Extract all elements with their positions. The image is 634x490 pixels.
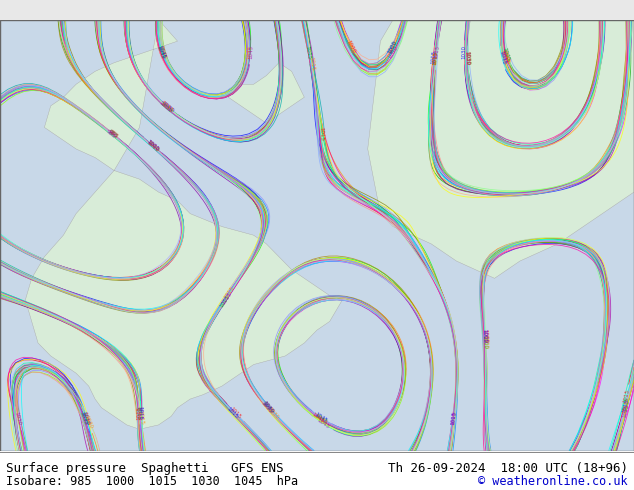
Text: 1015: 1015 <box>136 405 141 420</box>
Text: 1030: 1030 <box>14 411 22 425</box>
Text: © weatheronline.co.uk: © weatheronline.co.uk <box>478 475 628 488</box>
Text: 1030: 1030 <box>462 45 467 59</box>
Polygon shape <box>228 63 304 123</box>
Text: 1015: 1015 <box>432 50 439 65</box>
Text: 1045: 1045 <box>501 47 510 62</box>
Polygon shape <box>368 20 634 278</box>
Text: 1030: 1030 <box>81 411 90 425</box>
Text: 1045: 1045 <box>311 412 325 424</box>
Text: 1015: 1015 <box>318 127 324 141</box>
Text: 1015: 1015 <box>622 396 630 411</box>
Text: 1015: 1015 <box>136 406 141 419</box>
Text: 985: 985 <box>107 129 119 140</box>
Text: 1045: 1045 <box>500 50 508 65</box>
Text: 1030: 1030 <box>464 51 469 65</box>
Text: 1000: 1000 <box>146 139 159 152</box>
Text: 1015: 1015 <box>622 398 630 413</box>
Text: 1045: 1045 <box>157 45 166 60</box>
Text: 985: 985 <box>108 129 119 140</box>
Text: 1030: 1030 <box>464 51 469 65</box>
Text: 1045: 1045 <box>501 50 510 65</box>
Text: 985: 985 <box>105 129 117 140</box>
Text: 1030: 1030 <box>84 415 93 429</box>
Text: 1045: 1045 <box>498 50 506 65</box>
Text: 1045: 1045 <box>248 45 254 59</box>
Text: 1015: 1015 <box>137 406 143 420</box>
Text: 1000: 1000 <box>146 139 160 151</box>
Text: 1045: 1045 <box>314 414 328 426</box>
Text: 1015: 1015 <box>432 51 438 65</box>
Text: 1000: 1000 <box>146 140 159 153</box>
Text: 1015: 1015 <box>223 285 235 300</box>
Text: 1030: 1030 <box>266 406 280 420</box>
Text: 1015: 1015 <box>622 399 630 414</box>
Text: 1015: 1015 <box>622 389 630 404</box>
Text: 1015: 1015 <box>430 50 436 65</box>
Text: 1045: 1045 <box>501 49 510 64</box>
Text: 1000: 1000 <box>344 40 354 54</box>
Text: 1015: 1015 <box>621 404 630 418</box>
Text: 1045: 1045 <box>314 413 328 425</box>
Text: 1015: 1015 <box>308 56 315 71</box>
Text: 1045: 1045 <box>158 45 167 60</box>
Text: 1015: 1015 <box>433 45 440 60</box>
Text: 1030: 1030 <box>79 411 88 425</box>
Text: 1015: 1015 <box>138 411 145 425</box>
Text: 1000: 1000 <box>387 40 398 54</box>
Text: 1000: 1000 <box>346 40 356 54</box>
Text: 1030: 1030 <box>463 50 470 65</box>
Text: 1000: 1000 <box>388 40 399 54</box>
Text: 1030: 1030 <box>80 411 89 425</box>
Text: 1015: 1015 <box>304 45 312 60</box>
Text: 1015: 1015 <box>432 50 438 65</box>
Text: 1030: 1030 <box>158 100 172 113</box>
Polygon shape <box>25 20 342 429</box>
Text: 1030: 1030 <box>261 400 274 414</box>
Text: 1000: 1000 <box>146 140 160 153</box>
Text: 985: 985 <box>107 129 119 140</box>
Text: 1030: 1030 <box>260 400 273 414</box>
Text: 1030: 1030 <box>464 50 470 65</box>
Text: 1000: 1000 <box>146 140 159 153</box>
Text: 1015: 1015 <box>219 294 231 308</box>
Text: Surface pressure  Spaghetti   GFS ENS: Surface pressure Spaghetti GFS ENS <box>6 462 284 475</box>
Text: 985: 985 <box>107 129 118 140</box>
Text: 1045: 1045 <box>316 417 330 430</box>
Text: 1045: 1045 <box>314 412 328 424</box>
Text: 1015: 1015 <box>138 406 143 419</box>
Text: 1015: 1015 <box>451 411 457 425</box>
Text: 1000: 1000 <box>481 335 488 349</box>
Text: 1030: 1030 <box>159 100 173 113</box>
Text: 1045: 1045 <box>156 45 165 60</box>
Text: Th 26-09-2024  18:00 UTC (18+96): Th 26-09-2024 18:00 UTC (18+96) <box>387 462 628 475</box>
Text: 1030: 1030 <box>159 100 172 113</box>
Text: 1000: 1000 <box>482 329 488 343</box>
Text: 1000: 1000 <box>387 45 399 59</box>
Text: 1000: 1000 <box>482 329 488 343</box>
Text: 1030: 1030 <box>262 400 275 414</box>
Text: 1030: 1030 <box>159 100 173 113</box>
Text: 1015: 1015 <box>226 406 240 419</box>
Text: 1030: 1030 <box>160 100 174 113</box>
Text: 1000: 1000 <box>482 329 488 343</box>
Text: 1015: 1015 <box>221 291 233 305</box>
Text: 1030: 1030 <box>262 400 275 414</box>
Text: 1045: 1045 <box>246 44 252 59</box>
Text: 1000: 1000 <box>482 335 488 349</box>
Text: Isobare: 985  1000  1015  1030  1045  hPa: Isobare: 985 1000 1015 1030 1045 hPa <box>6 475 299 488</box>
Text: 1015: 1015 <box>229 406 242 419</box>
Text: 1015: 1015 <box>450 411 457 425</box>
